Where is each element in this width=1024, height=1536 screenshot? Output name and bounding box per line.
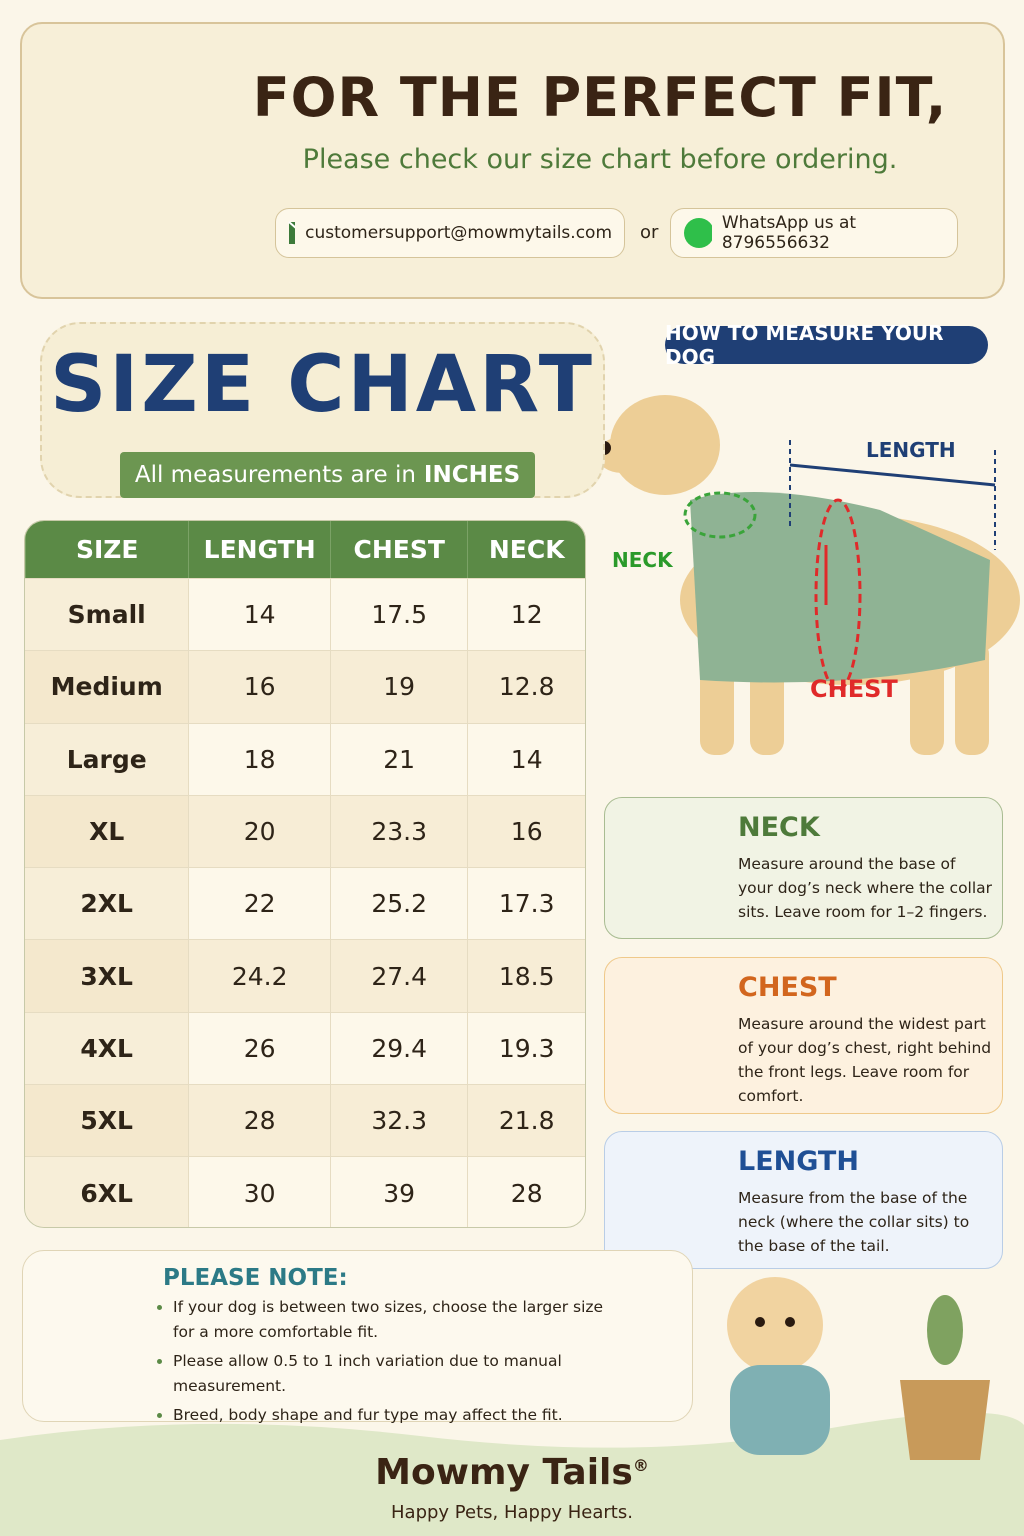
measure-title: HOW TO MEASURE YOUR DOG bbox=[665, 321, 988, 369]
size-cell: 6XL bbox=[25, 1157, 189, 1227]
email: customersupport@mowmytails.com bbox=[305, 223, 612, 243]
note-panel: If your dog is between two sizes, choose… bbox=[22, 1250, 693, 1424]
table-row: Large 18 21 14 bbox=[25, 722, 585, 795]
size-cell: 3XL bbox=[25, 940, 189, 1012]
note-item: Breed, body shape and fur type may affec… bbox=[173, 1403, 623, 1428]
value-cell: 25.2 bbox=[329, 868, 468, 940]
value-cell: 28 bbox=[188, 1085, 330, 1157]
value-cell: 16 bbox=[467, 795, 585, 868]
tip-card: NECK Measure around the base of your dog… bbox=[604, 797, 1003, 939]
value-cell: 23.3 bbox=[329, 795, 468, 868]
table-row: Small 14 17.5 12 bbox=[25, 578, 585, 651]
value-cell: 20 bbox=[188, 795, 330, 868]
value-cell: 12.8 bbox=[467, 651, 585, 723]
value-cell: 26 bbox=[188, 1012, 330, 1085]
size-chart-ribbon: All measurements are in INCHES bbox=[120, 452, 535, 498]
header-title: FOR THE PERFECT FIT, bbox=[252, 66, 948, 129]
value-cell: 28 bbox=[467, 1157, 585, 1227]
brand-name: Mowmy Tails bbox=[375, 1452, 633, 1493]
table-row: 4XL 26 29.4 19.3 bbox=[25, 1011, 585, 1085]
note-title: PLEASE NOTE: bbox=[163, 1265, 348, 1291]
header-cell: SIZE bbox=[25, 521, 188, 578]
value-cell: 22 bbox=[188, 868, 330, 940]
tip-card: LENGTH Measure from the base of the neck… bbox=[604, 1131, 1003, 1269]
note-item: Please allow 0.5 to 1 inch variation due… bbox=[173, 1349, 623, 1399]
value-cell: 27.4 bbox=[329, 940, 468, 1012]
value-cell: 32.3 bbox=[329, 1085, 468, 1157]
value-cell: 14 bbox=[467, 723, 585, 795]
puppy-illustration bbox=[727, 1277, 990, 1460]
value-cell: 19 bbox=[329, 651, 468, 723]
mail-icon bbox=[288, 221, 296, 244]
value-cell: 16 bbox=[188, 651, 330, 723]
note-list: If your dog is between two sizes, choose… bbox=[153, 1295, 623, 1432]
value-cell: 29.4 bbox=[329, 1012, 468, 1085]
value-cell: 21 bbox=[329, 723, 468, 795]
table-row: Medium 16 19 12.8 bbox=[25, 650, 585, 723]
header-cell: NECK bbox=[467, 521, 585, 578]
table-row: XL 20 23.3 16 bbox=[25, 794, 585, 868]
size-cell: 5XL bbox=[25, 1085, 189, 1157]
header-cell: LENGTH bbox=[188, 521, 330, 578]
size-chart-title: SIZE CHART bbox=[50, 340, 595, 430]
value-cell: 12 bbox=[467, 579, 585, 651]
value-cell: 17.3 bbox=[467, 868, 585, 940]
size-cell: Small bbox=[25, 579, 189, 651]
value-cell: 21.8 bbox=[467, 1085, 585, 1157]
table-row: 6XL 30 39 28 bbox=[25, 1156, 585, 1227]
size-cell: 4XL bbox=[25, 1012, 189, 1085]
whatsapp: WhatsApp us at 8796556632 bbox=[721, 213, 857, 253]
or-text: or bbox=[640, 222, 659, 243]
value-cell: 18 bbox=[188, 723, 330, 795]
size-cell: 2XL bbox=[25, 868, 189, 940]
tip-text: Measure around the base of your dog’s ne… bbox=[738, 855, 993, 921]
tip-title: CHEST bbox=[738, 972, 837, 1003]
tip-text: Measure around the widest part of your d… bbox=[738, 1015, 992, 1105]
table-header-row: SIZE LENGTH CHEST NECK bbox=[25, 521, 585, 578]
value-cell: 19.3 bbox=[467, 1012, 585, 1085]
chest-label: CHEST bbox=[810, 675, 898, 703]
brand-mark: ® bbox=[632, 1456, 649, 1475]
brand-tagline: Happy Pets, Happy Hearts. bbox=[391, 1502, 633, 1523]
table-row: 2XL 22 25.2 17.3 bbox=[25, 867, 585, 940]
note-item: If your dog is between two sizes, choose… bbox=[173, 1295, 623, 1345]
value-cell: 17.5 bbox=[329, 579, 468, 651]
header-subtitle: Please check our size chart before order… bbox=[302, 144, 898, 175]
size-cell: Medium bbox=[25, 651, 189, 723]
tip-text: Measure from the base of the neck (where… bbox=[738, 1189, 970, 1255]
size-chart-unit: INCHES bbox=[423, 462, 521, 488]
size-cell: XL bbox=[25, 795, 189, 868]
tip-card: CHEST Measure around the widest part of … bbox=[604, 957, 1003, 1114]
value-cell: 24.2 bbox=[188, 940, 330, 1012]
value-cell: 30 bbox=[188, 1157, 330, 1227]
value-cell: 39 bbox=[329, 1157, 468, 1227]
size-table: SIZE LENGTH CHEST NECK Small 14 17.5 12 Medium 16… bbox=[24, 520, 586, 1228]
email-pill[interactable]: customersupport@mowmytails.com bbox=[275, 208, 625, 258]
table-row: 3XL 24.2 27.4 18.5 bbox=[25, 939, 585, 1012]
neck-label: NECK bbox=[612, 548, 673, 572]
value-cell: 18.5 bbox=[467, 940, 585, 1012]
table-row: 5XL 28 32.3 21.8 bbox=[25, 1084, 585, 1157]
size-cell: Large bbox=[25, 723, 189, 795]
whatsapp-icon bbox=[684, 218, 712, 248]
whatsapp-pill[interactable]: WhatsApp us at 8796556632 bbox=[670, 208, 958, 258]
length-label: LENGTH bbox=[866, 438, 956, 462]
header-cell: CHEST bbox=[329, 521, 468, 578]
tip-title: LENGTH bbox=[738, 1146, 859, 1177]
brand: Mowmy Tails® bbox=[0, 1452, 1024, 1493]
size-chart-subtitle: All measurements are in bbox=[134, 462, 416, 488]
tip-title: NECK bbox=[738, 812, 820, 843]
value-cell: 14 bbox=[188, 579, 330, 651]
measure-dog bbox=[597, 395, 1020, 755]
